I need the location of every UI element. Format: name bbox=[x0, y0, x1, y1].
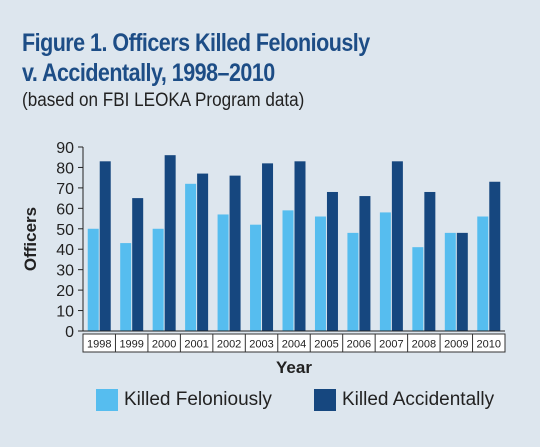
x-tick-label: 1998 bbox=[87, 339, 111, 351]
y-tick-label: 10 bbox=[56, 304, 74, 321]
bar-accidental bbox=[391, 161, 403, 331]
y-tick-label: 30 bbox=[56, 263, 74, 280]
y-axis-title: Officers bbox=[21, 207, 40, 271]
x-tick-label: 2005 bbox=[314, 339, 338, 351]
x-axis-title: Year bbox=[276, 358, 312, 377]
legend-label-accidental: Killed Accidentally bbox=[342, 389, 495, 410]
x-tick-label: 2004 bbox=[282, 339, 306, 351]
bar-felonious bbox=[444, 232, 456, 331]
x-tick-label: 1999 bbox=[119, 339, 143, 351]
y-tick-label: 90 bbox=[56, 140, 74, 157]
bar-felonious bbox=[87, 228, 99, 331]
bar-accidental bbox=[99, 161, 111, 331]
x-tick-label: 2009 bbox=[444, 339, 468, 351]
legend-item-accidental: Killed Accidentally bbox=[314, 389, 494, 411]
y-tick-label: 20 bbox=[56, 283, 74, 300]
bar-accidental bbox=[229, 175, 241, 331]
bar-felonious bbox=[250, 224, 262, 331]
bar-accidental bbox=[262, 163, 274, 331]
x-tick-label: 2002 bbox=[217, 339, 241, 351]
bar-accidental bbox=[359, 196, 371, 331]
y-tick-label: 40 bbox=[56, 242, 74, 259]
bar-accidental bbox=[294, 161, 306, 331]
x-tick-label: 2007 bbox=[379, 339, 403, 351]
y-tick-label: 50 bbox=[56, 222, 74, 239]
bar-accidental bbox=[132, 198, 144, 331]
legend-swatch-accidental bbox=[314, 389, 336, 411]
bar-accidental bbox=[489, 181, 501, 331]
bar-felonious bbox=[477, 216, 489, 331]
legend-swatch-felonious bbox=[96, 389, 118, 411]
bar-accidental bbox=[164, 155, 176, 331]
x-tick-label: 2008 bbox=[412, 339, 436, 351]
x-tick-label: 2001 bbox=[184, 339, 208, 351]
bar-felonious bbox=[152, 228, 164, 331]
x-category-box bbox=[82, 333, 506, 353]
chart-title-line1: Figure 1. Officers Killed Feloniously bbox=[22, 29, 370, 57]
legend-item-felonious: Killed Feloniously bbox=[96, 389, 272, 411]
bar-accidental bbox=[326, 191, 338, 331]
bar-felonious bbox=[412, 247, 424, 331]
y-tick-label: 80 bbox=[56, 160, 74, 177]
bar-felonious bbox=[185, 183, 197, 331]
bar-accidental bbox=[424, 191, 436, 331]
bar-felonious bbox=[120, 243, 132, 331]
x-tick-label: 2000 bbox=[152, 339, 176, 351]
y-tick-label: 0 bbox=[65, 324, 74, 341]
bar-felonious bbox=[217, 214, 229, 331]
x-tick-label: 2006 bbox=[347, 339, 371, 351]
legend: Killed Feloniously Killed Accidentally bbox=[0, 389, 540, 419]
bar-felonious bbox=[282, 210, 294, 331]
bar-felonious bbox=[314, 216, 326, 331]
title-block: Figure 1. Officers Killed Feloniously v.… bbox=[22, 28, 426, 112]
y-tick-label: 60 bbox=[56, 201, 74, 218]
bar-accidental bbox=[456, 232, 468, 331]
x-tick-label: 2010 bbox=[477, 339, 501, 351]
chart-title-line2: v. Accidentally, 1998–2010 bbox=[22, 59, 275, 87]
bar-felonious bbox=[347, 232, 359, 331]
x-tick-label: 2003 bbox=[249, 339, 273, 351]
chart-subtitle: (based on FBI LEOKA Program data) bbox=[22, 90, 305, 111]
bar-felonious bbox=[379, 212, 391, 331]
y-tick-label: 70 bbox=[56, 181, 74, 198]
bar-accidental bbox=[197, 173, 209, 331]
legend-label-felonious: Killed Feloniously bbox=[124, 389, 272, 410]
